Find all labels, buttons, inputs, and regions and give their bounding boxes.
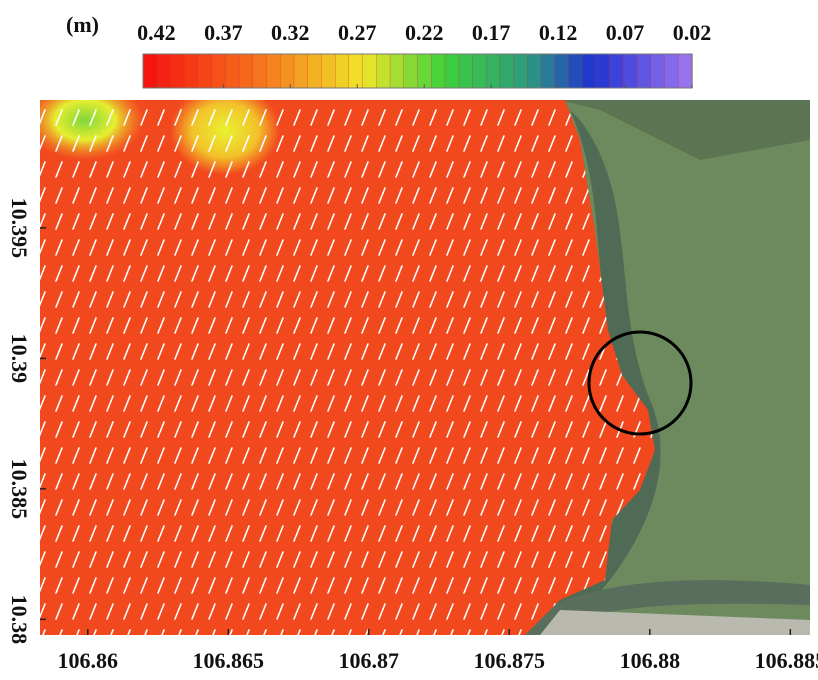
page: {"map": { "colorbar": {"unit": "(m)", "t… <box>0 0 818 675</box>
colorbar-tick-label: 0.37 <box>204 20 243 45</box>
colorbar-segment <box>472 54 486 88</box>
colorbar-segment <box>610 54 624 88</box>
colorbar-segment <box>541 54 555 88</box>
colorbar-segment <box>157 54 171 88</box>
colorbar-segment <box>486 54 500 88</box>
y-tick-label: 10.39 <box>7 334 32 384</box>
colorbar-segment <box>184 54 198 88</box>
figure: (m) 0.42 0.37 0.32 0.27 0.22 0.17 0.12 0.07 0.02… <box>0 0 818 675</box>
y-tick-label: 10.38 <box>7 595 32 645</box>
x-tick-label: 106.86 <box>58 648 119 673</box>
x-tick-label: 106.87 <box>339 648 400 673</box>
colorbar-segment <box>568 54 582 88</box>
colorbar-segment <box>390 54 404 88</box>
x-tick-label: 106.875 <box>474 648 546 673</box>
colorbar-segment <box>267 54 281 88</box>
y-tick-label: 10.395 <box>7 198 32 259</box>
colorbar-segment <box>623 54 637 88</box>
x-tick-label: 106.88 <box>620 648 681 673</box>
colorbar-tick-label: 0.22 <box>405 20 444 45</box>
colorbar-segment <box>445 54 459 88</box>
colorbar-segment <box>637 54 651 88</box>
colorbar-segment <box>665 54 679 88</box>
colorbar-tick-label: 0.07 <box>606 20 645 45</box>
colorbar-segment <box>418 54 432 88</box>
colorbar-segment <box>500 54 514 88</box>
x-tick-label: 106.865 <box>193 648 265 673</box>
colorbar-segment <box>280 54 294 88</box>
colorbar-segment <box>212 54 226 88</box>
colorbar-segment <box>514 54 528 88</box>
colorbar-segment <box>253 54 267 88</box>
map-area <box>25 80 810 640</box>
colorbar-tick-label: 0.32 <box>271 20 310 45</box>
colorbar-segment <box>239 54 253 88</box>
colorbar-tick-label: 0.42 <box>137 20 176 45</box>
colorbar-segment <box>225 54 239 88</box>
colorbar-segment <box>678 54 692 88</box>
wave-direction-vectors <box>40 100 655 635</box>
y-tick-label: 10.385 <box>7 459 32 519</box>
colorbar-tick-label: 0.12 <box>539 20 578 45</box>
colorbar-tick-label: 0.02 <box>673 20 712 45</box>
colorbar-segment <box>321 54 335 88</box>
x-tick-label: 106.885 <box>755 648 818 673</box>
colorbar-segment <box>335 54 349 88</box>
colorbar-segment <box>198 54 212 88</box>
colorbar-segment <box>170 54 184 88</box>
colorbar-segment <box>596 54 610 88</box>
colorbar-segment <box>143 54 157 88</box>
colorbar-segment <box>527 54 541 88</box>
colorbar-tick-label: 0.17 <box>472 20 511 45</box>
colorbar-segment <box>404 54 418 88</box>
colorbar-segment <box>349 54 363 88</box>
colorbar: 0.42 0.37 0.32 0.27 0.22 0.17 0.12 0.07 0.02 <box>137 20 711 88</box>
colorbar-segment <box>294 54 308 88</box>
colorbar-segment <box>363 54 377 88</box>
colorbar-segment <box>376 54 390 88</box>
colorbar-segment <box>651 54 665 88</box>
colorbar-segment <box>431 54 445 88</box>
colorbar-unit: (m) <box>66 12 99 37</box>
colorbar-segment <box>459 54 473 88</box>
colorbar-segment <box>582 54 596 88</box>
colorbar-segment <box>308 54 322 88</box>
colorbar-tick-label: 0.27 <box>338 20 377 45</box>
colorbar-segment <box>555 54 569 88</box>
